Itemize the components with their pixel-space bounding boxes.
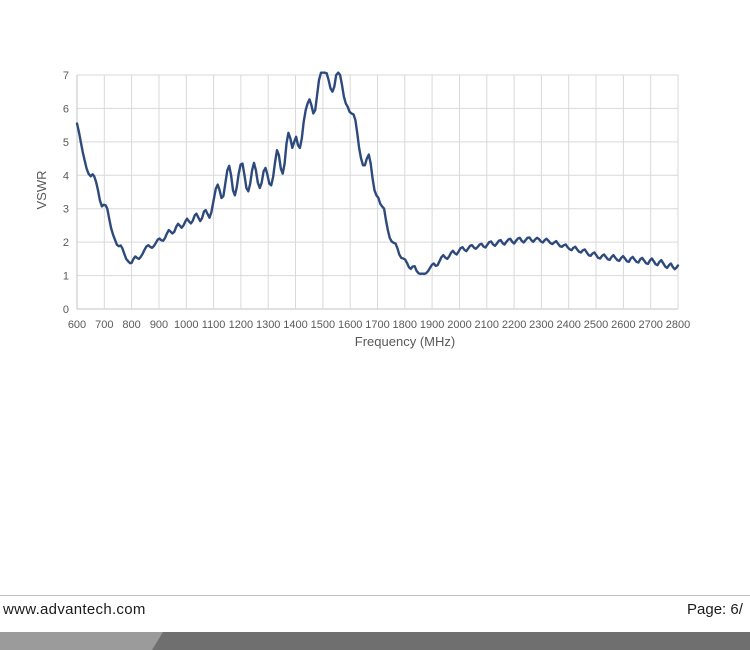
vswr-chart-canvas: 0 1 2 3 4 5 6 7 600 700 800 900 1000 1100 1200 1300 1400… bbox=[34, 70, 690, 349]
footer-page-number: Page: 6/ bbox=[687, 601, 743, 618]
x-tick-label: 1400 bbox=[283, 319, 307, 331]
x-tick-label: 900 bbox=[150, 319, 168, 331]
x-tick-label: 1700 bbox=[365, 319, 389, 331]
chart-gridlines bbox=[76, 74, 679, 310]
y-tick-label: 3 bbox=[63, 204, 69, 216]
x-tick-label: 800 bbox=[122, 319, 140, 331]
x-axis-title: Frequency (MHz) bbox=[355, 334, 455, 349]
y-axis-title: VSWR bbox=[34, 171, 49, 210]
footer-divider bbox=[0, 595, 750, 596]
x-tick-label: 1500 bbox=[311, 319, 335, 331]
x-tick-label: 2300 bbox=[529, 319, 553, 331]
y-tick-label: 2 bbox=[63, 237, 69, 249]
footer-brand-bar-dark-segment bbox=[152, 632, 750, 650]
y-tick-label: 4 bbox=[63, 170, 69, 182]
x-tick-label: 1000 bbox=[174, 319, 198, 331]
vswr-series-line bbox=[75, 71, 680, 276]
x-tick-label: 1900 bbox=[420, 319, 444, 331]
x-tick-label: 1200 bbox=[229, 319, 253, 331]
x-tick-label: 2400 bbox=[556, 319, 580, 331]
y-tick-label: 7 bbox=[63, 70, 69, 82]
x-tick-label: 2500 bbox=[584, 319, 608, 331]
x-tick-label: 700 bbox=[95, 319, 113, 331]
y-tick-label: 0 bbox=[63, 304, 69, 316]
x-tick-label: 2000 bbox=[447, 319, 471, 331]
y-tick-label: 1 bbox=[63, 271, 69, 283]
x-tick-label: 1100 bbox=[202, 319, 226, 331]
y-tick-label: 6 bbox=[63, 103, 69, 115]
x-tick-label: 600 bbox=[68, 319, 86, 331]
y-tick-label: 5 bbox=[63, 137, 69, 149]
chart-tick-labels: 0 1 2 3 4 5 6 7 600 700 800 900 1000 1100 1200 1300 1400… bbox=[63, 70, 690, 331]
x-tick-label: 1300 bbox=[256, 319, 280, 331]
footer-brand-bar bbox=[0, 632, 750, 650]
x-tick-label: 2200 bbox=[502, 319, 526, 331]
footer-website-link[interactable]: www.advantech.com bbox=[3, 601, 146, 618]
x-tick-label: 2700 bbox=[638, 319, 662, 331]
x-tick-label: 1800 bbox=[393, 319, 417, 331]
x-tick-label: 1600 bbox=[338, 319, 362, 331]
x-tick-label: 2600 bbox=[611, 319, 635, 331]
x-tick-label: 2100 bbox=[475, 319, 499, 331]
x-tick-label: 2800 bbox=[666, 319, 690, 331]
